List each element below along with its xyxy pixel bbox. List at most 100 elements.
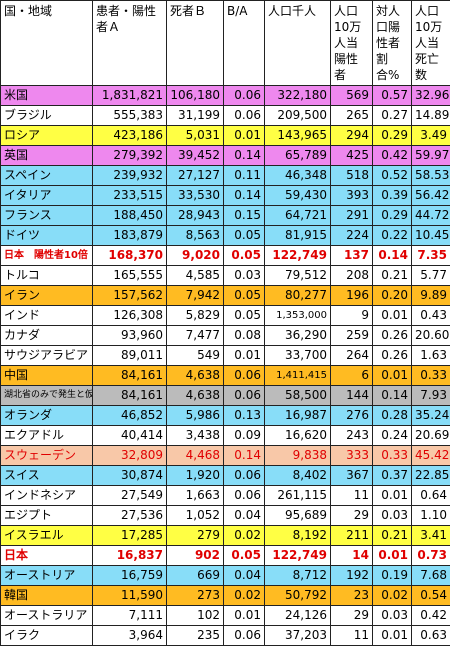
cell-positive-pct: 0.02 [373,586,412,606]
cell-deaths-per-100k: 32.96 [412,86,450,106]
cell-population: 8,402 [265,466,331,486]
cell-deaths: 279 [167,526,224,546]
cell-deaths-per-100k: 35.24 [412,406,450,426]
cell-deaths: 4,468 [167,446,224,466]
cell-patients: 84,161 [93,386,167,406]
cell-deaths: 5,031 [167,126,224,146]
cell-ratio: 0.14 [224,446,265,466]
cell-population: 1,353,000 [265,306,331,326]
cell-deaths-per-100k: 58.53 [412,166,450,186]
cell-deaths: 5,986 [167,406,224,426]
cell-deaths-per-100k: 44.72 [412,206,450,226]
cell-positive-per-100k: 23 [331,586,373,606]
cell-population: 65,789 [265,146,331,166]
cell-ratio: 0.11 [224,166,265,186]
cell-ratio: 0.04 [224,506,265,526]
cell-country: スイス [1,466,93,486]
cell-deaths: 4,638 [167,386,224,406]
cell-patients: 11,590 [93,586,167,606]
cell-deaths: 4,638 [167,366,224,386]
cell-patients: 40,414 [93,426,167,446]
cell-deaths-per-100k: 59.97 [412,146,450,166]
cell-deaths: 902 [167,546,224,566]
cell-positive-pct: 0.21 [373,266,412,286]
cell-patients: 239,932 [93,166,167,186]
cell-positive-per-100k: 367 [331,466,373,486]
cell-ratio: 0.06 [224,366,265,386]
cell-country: イスラエル [1,526,93,546]
cell-country: 韓国 [1,586,93,606]
cell-deaths-per-100k: 5.77 [412,266,450,286]
cell-deaths-per-100k: 45.42 [412,446,450,466]
cell-ratio: 0.13 [224,406,265,426]
cell-deaths: 102 [167,606,224,626]
cell-patients: 233,515 [93,186,167,206]
cell-population: 80,277 [265,286,331,306]
cell-positive-per-100k: 11 [331,626,373,646]
cell-ratio: 0.08 [224,326,265,346]
cell-patients: 1,831,821 [93,86,167,106]
cell-ratio: 0.01 [224,346,265,366]
cell-patients: 89,011 [93,346,167,366]
cell-patients: 32,809 [93,446,167,466]
cell-country: エジプト [1,506,93,526]
cell-patients: 7,111 [93,606,167,626]
header-row: 国・地域 患者・陽性者Ａ 死者Ｂ B/A 人口千人 人口10万人当陽性者 対人口… [1,1,450,86]
cell-positive-per-100k: 137 [331,246,373,266]
cell-patients: 3,964 [93,626,167,646]
cell-population: 46,348 [265,166,331,186]
cell-positive-per-100k: 11 [331,486,373,506]
cell-country: ブラジル [1,106,93,126]
cell-patients: 84,161 [93,366,167,386]
cell-deaths-per-100k: 7.68 [412,566,450,586]
cell-population: 33,700 [265,346,331,366]
cell-positive-pct: 0.29 [373,126,412,146]
cell-country: オーストラリア [1,606,93,626]
header-deaths-per-100k: 人口10万人当死亡数 [412,1,450,86]
cell-deaths-per-100k: 20.69 [412,426,450,446]
cell-ratio: 0.06 [224,86,265,106]
cell-patients: 93,960 [93,326,167,346]
cell-deaths-per-100k: 0.64 [412,486,450,506]
cell-positive-per-100k: 518 [331,166,373,186]
header-deaths: 死者Ｂ [167,1,224,86]
cell-ratio: 0.06 [224,466,265,486]
cell-patients: 279,392 [93,146,167,166]
cell-ratio: 0.06 [224,486,265,506]
cell-country: ドイツ [1,226,93,246]
cell-positive-pct: 0.57 [373,86,412,106]
cell-ratio: 0.02 [224,526,265,546]
cell-country: フランス [1,206,93,226]
cell-deaths: 4,585 [167,266,224,286]
table-row: 湖北省のみで発生と仮定84,1614,6380.0658,5001440.147… [1,386,450,406]
cell-deaths: 3,438 [167,426,224,446]
cell-country: イラン [1,286,93,306]
cell-country: スペイン [1,166,93,186]
cell-population: 122,749 [265,546,331,566]
cell-deaths-per-100k: 14.89 [412,106,450,126]
cell-country: カナダ [1,326,93,346]
cell-population: 64,721 [265,206,331,226]
cell-deaths-per-100k: 9.89 [412,286,450,306]
cell-patients: 16,837 [93,546,167,566]
cell-positive-per-100k: 192 [331,566,373,586]
cell-positive-per-100k: 144 [331,386,373,406]
cell-patients: 27,536 [93,506,167,526]
cell-population: 50,792 [265,586,331,606]
cell-positive-pct: 0.26 [373,346,412,366]
cell-positive-per-100k: 224 [331,226,373,246]
cell-population: 8,192 [265,526,331,546]
cell-patients: 183,879 [93,226,167,246]
cell-population: 8,712 [265,566,331,586]
cell-patients: 157,562 [93,286,167,306]
cell-positive-per-100k: 333 [331,446,373,466]
cell-deaths: 1,663 [167,486,224,506]
cell-country: イタリア [1,186,93,206]
